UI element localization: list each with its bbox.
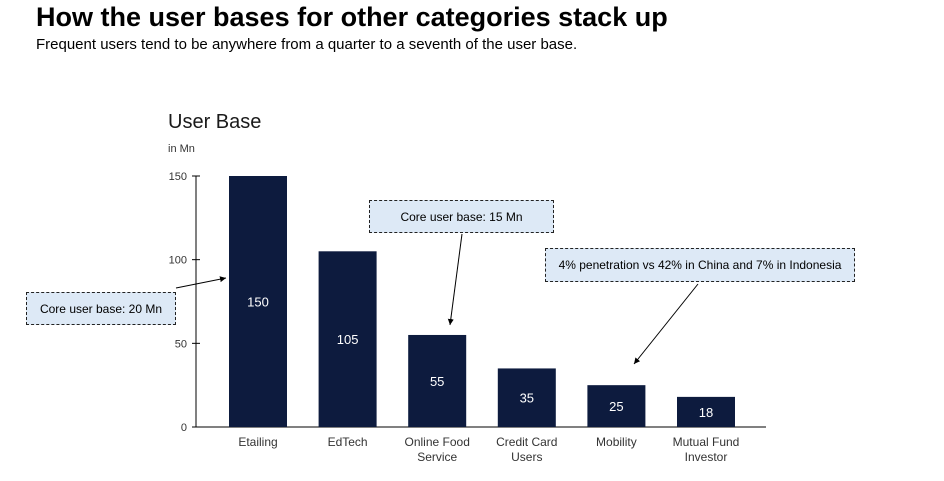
x-category-label: Credit Card Users	[496, 435, 557, 464]
x-category-label: Mutual Fund Investor	[673, 435, 740, 464]
callout-core-user-base-etailing: Core user base: 20 Mn	[26, 292, 176, 325]
x-category-label: Etailing	[238, 435, 277, 449]
bar-data-label: 25	[609, 399, 623, 414]
bar	[229, 176, 287, 427]
callout-arrows	[175, 233, 699, 365]
bar-data-label: 55	[430, 374, 444, 389]
chart-title: User Base	[168, 111, 261, 133]
page-subtitle: Frequent users tend to be anywhere from …	[36, 36, 578, 53]
chart-axes: 0 50 100 150	[169, 171, 766, 434]
y-axis-unit-label: in Mn	[168, 143, 195, 155]
bar	[497, 368, 556, 427]
bar	[408, 334, 467, 427]
bar-data-label: 105	[337, 332, 359, 347]
chart-bars: 150 Etailing 105 EdTech 55 Online Food Service…	[229, 176, 739, 464]
x-category-label: Mobility	[596, 435, 637, 449]
x-category-label: Online Food Service	[405, 435, 470, 464]
callout-arrow-left	[175, 276, 227, 289]
callout-mobility-penetration: 4% penetration vs 42% in China and 7% in…	[545, 248, 855, 282]
bar	[587, 385, 646, 427]
y-tick-label: 150	[169, 171, 187, 183]
bar	[677, 396, 735, 427]
callout-arrow-center	[447, 233, 463, 326]
y-tick-label: 100	[169, 255, 187, 267]
bar-data-label: 18	[699, 405, 713, 420]
bar	[318, 251, 377, 427]
callout-core-user-base-online-food: Core user base: 15 Mn	[369, 200, 554, 233]
page-title: How the user bases for other categories …	[36, 2, 668, 32]
x-category-label: EdTech	[328, 435, 368, 449]
y-tick-label: 0	[181, 422, 187, 434]
bar-data-label: 150	[247, 295, 269, 310]
bar-data-label: 35	[520, 391, 534, 406]
y-tick-label: 50	[175, 338, 187, 350]
callout-arrow-right	[633, 283, 699, 365]
